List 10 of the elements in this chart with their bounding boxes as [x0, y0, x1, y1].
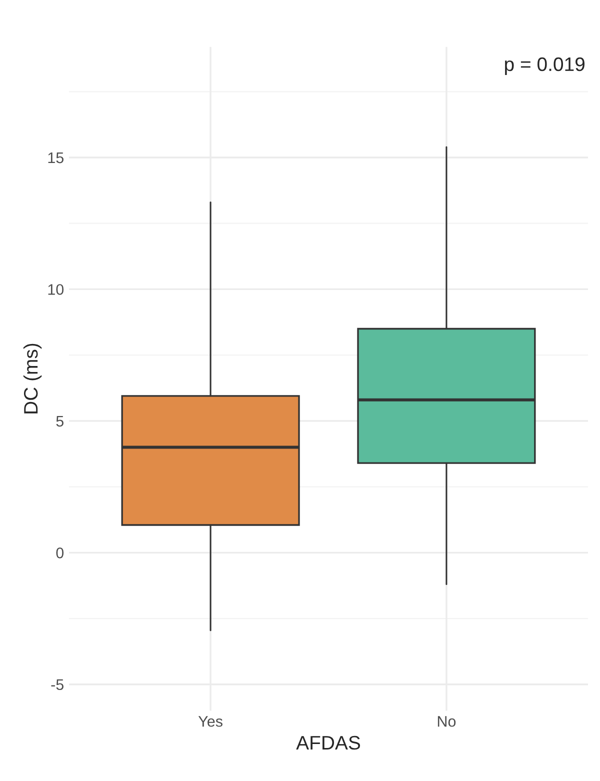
x-tick-label: No — [438, 716, 456, 727]
y-tick-label: 5 — [56, 416, 64, 427]
x-axis-title: AFDAS — [296, 736, 360, 750]
y-tick-label: 15 — [48, 152, 64, 164]
y-tick-label: 0 — [56, 548, 64, 558]
x-tick-label: Yes — [198, 716, 222, 727]
y-axis-title: DC (ms) — [23, 344, 42, 414]
y-tick-label: -5 — [51, 679, 64, 690]
annotation: p = 0.019 — [505, 57, 584, 75]
y-tick-label: 10 — [48, 284, 64, 295]
